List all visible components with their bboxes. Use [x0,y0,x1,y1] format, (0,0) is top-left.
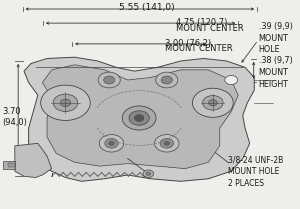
Circle shape [41,85,90,120]
Circle shape [129,111,149,125]
Polygon shape [8,163,15,167]
Circle shape [143,170,154,177]
Circle shape [160,139,173,148]
Circle shape [104,76,115,84]
Text: .39 (9,9)
MOUNT
HOLE: .39 (9,9) MOUNT HOLE [259,22,292,54]
Polygon shape [15,143,52,177]
Circle shape [98,72,120,88]
Polygon shape [3,161,15,169]
Circle shape [164,141,170,145]
Circle shape [192,88,233,117]
Circle shape [60,99,71,107]
Circle shape [156,72,178,88]
Circle shape [109,141,114,145]
Circle shape [105,139,118,148]
Circle shape [208,100,217,106]
Text: 3.00 (76,2): 3.00 (76,2) [165,39,212,48]
Circle shape [225,75,238,85]
Circle shape [99,135,124,152]
Text: 4.75 (120,7): 4.75 (120,7) [176,18,227,27]
Circle shape [154,135,179,152]
Polygon shape [24,57,254,181]
Circle shape [134,115,144,121]
Text: 5.55 (141,0): 5.55 (141,0) [118,4,174,13]
Circle shape [53,94,78,112]
Text: MOUNT CENTER: MOUNT CENTER [176,24,243,33]
Text: MOUNT CENTER: MOUNT CENTER [165,44,233,53]
Circle shape [122,106,156,130]
Circle shape [161,76,172,84]
Text: 3/8-24 UNF-2B
MOUNT HOLE
2 PLACES: 3/8-24 UNF-2B MOUNT HOLE 2 PLACES [228,156,283,188]
Circle shape [202,96,223,110]
Polygon shape [42,65,238,169]
Text: .38 (9,7)
MOUNT
HEIGHT: .38 (9,7) MOUNT HEIGHT [259,56,292,89]
Circle shape [146,172,151,175]
Text: 3.70
(94,0): 3.70 (94,0) [2,107,27,127]
